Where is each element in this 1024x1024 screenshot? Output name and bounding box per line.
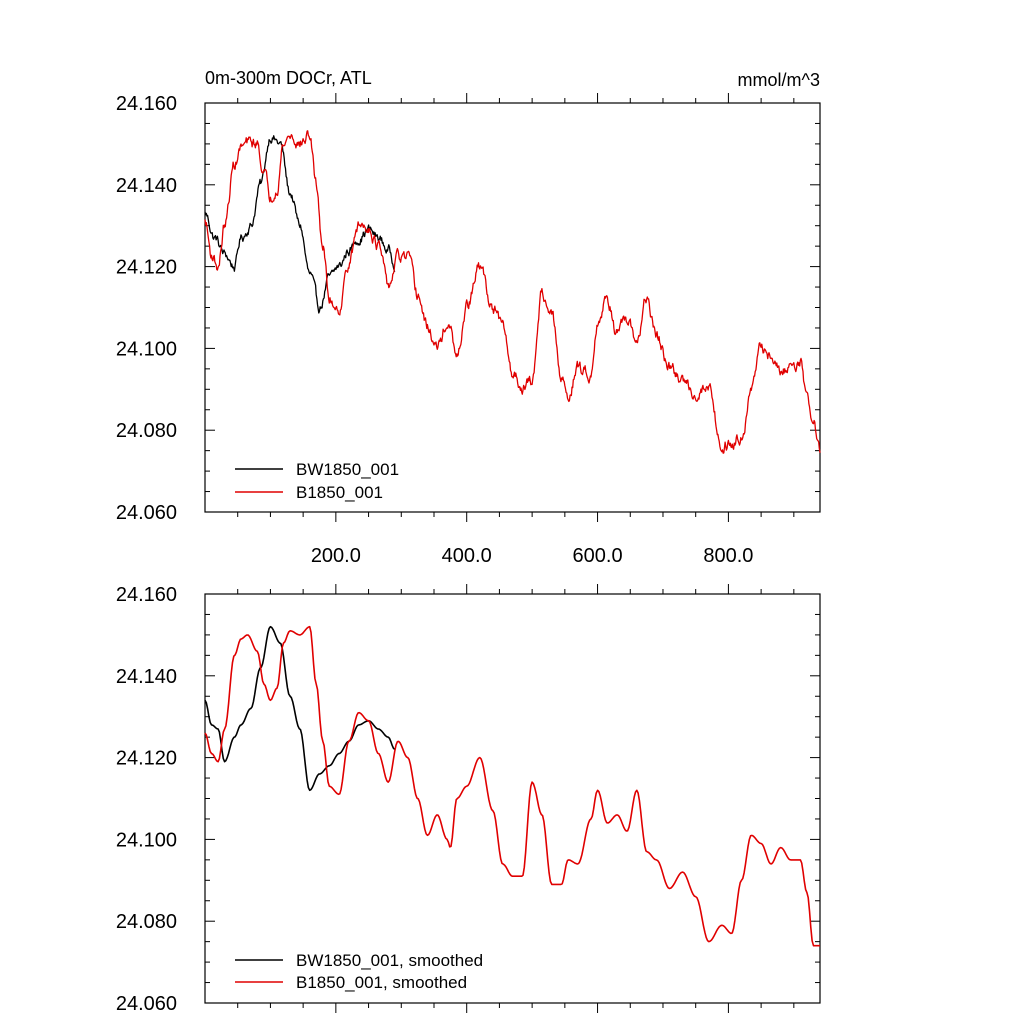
legend-label-b1850-smoothed: B1850_001, smoothed: [296, 973, 467, 992]
plot-frame: [204, 593, 821, 1004]
legend-label-bw1850: BW1850_001: [296, 460, 399, 479]
y-axis: 24.060 24.080 24.100 24.120 24.140 24.160: [116, 584, 820, 1015]
legend-label-bw1850-smoothed: BW1850_001, smoothed: [296, 951, 483, 970]
y-axis: 24.060 24.080 24.100 24.120 24.140 24.160: [116, 93, 820, 524]
plot-frame: [204, 102, 821, 513]
y-tick-label: 24.160: [116, 584, 177, 606]
series-line-bw1850: [204, 625, 396, 792]
y-tick-label: 24.100: [116, 338, 177, 360]
units-label: mmol/m^3: [738, 70, 820, 90]
y-tick-label: 24.060: [116, 502, 177, 524]
legend-label-b1850: B1850_001: [296, 483, 383, 502]
series-group: [204, 130, 821, 454]
x-tick-label: 400.0: [442, 545, 492, 567]
y-tick-label: 24.080: [116, 420, 177, 442]
y-tick-label: 24.160: [116, 93, 177, 115]
x-tick-label: 800.0: [703, 545, 753, 567]
panel-smoothed: 24.060 24.080 24.100 24.120 24.140 24.160 BW1…: [116, 584, 821, 1015]
series-line-b1850: [204, 130, 821, 454]
y-tick-label: 24.140: [116, 175, 177, 197]
y-tick-label: 24.100: [116, 829, 177, 851]
series-line-bw1850: [204, 135, 396, 314]
x-axis: [237, 584, 795, 1013]
legend: BW1850_001 B1850_001: [235, 460, 399, 502]
y-tick-label: 24.080: [116, 911, 177, 933]
panel-raw: 0m-300m DOCr, ATL mmol/m^3 24.06024.0802…: [116, 68, 821, 567]
x-tick-label: 600.0: [573, 545, 623, 567]
series-group: [204, 625, 820, 947]
x-axis: 200.0 400.0 600.0 800.0: [237, 93, 795, 567]
chart-title: 0m-300m DOCr, ATL: [205, 68, 372, 88]
legend: BW1850_001, smoothed B1850_001, smoothed: [235, 951, 483, 992]
y-tick-label: 24.120: [116, 748, 177, 770]
y-tick-label: 24.120: [116, 257, 177, 279]
x-tick-label: 200.0: [311, 545, 361, 567]
series-line-b1850: [204, 625, 820, 947]
y-tick-label: 24.060: [116, 993, 177, 1015]
y-tick-label: 24.140: [116, 666, 177, 688]
